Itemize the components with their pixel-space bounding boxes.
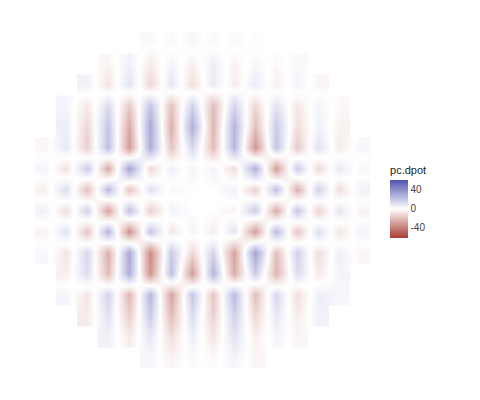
svg-text:0: 0 (411, 203, 417, 214)
svg-text:40: 40 (411, 184, 423, 195)
svg-text:pc.dpot: pc.dpot (390, 164, 426, 176)
svg-text:-40: -40 (411, 222, 426, 233)
